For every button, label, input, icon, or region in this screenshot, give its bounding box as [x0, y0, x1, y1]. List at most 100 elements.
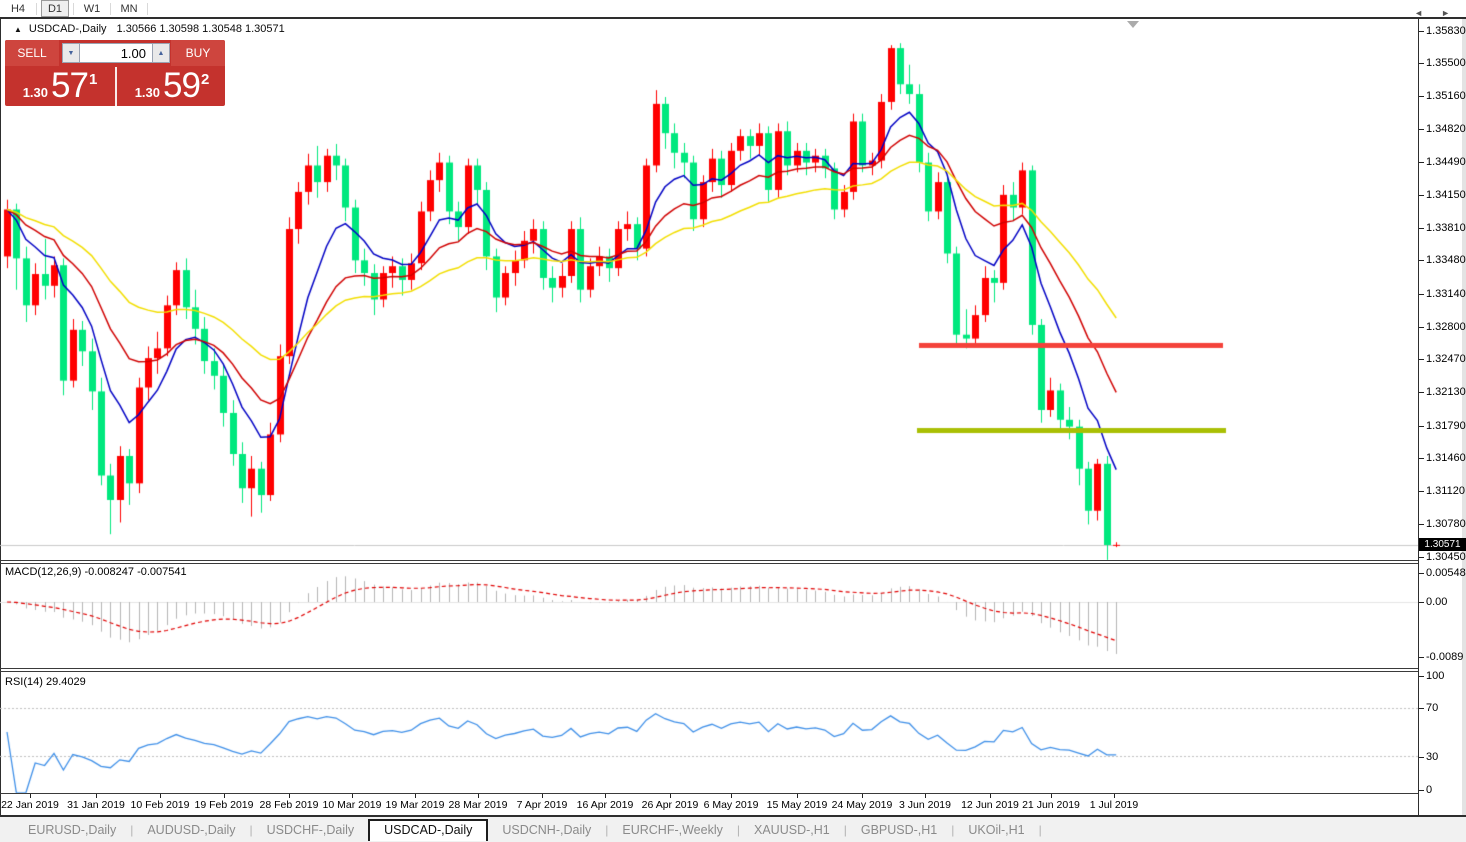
date-tick: [862, 794, 863, 798]
symbol-tab-xauusd[interactable]: XAUUSD-,H1: [754, 822, 830, 837]
date-label: 10 Mar 2019: [322, 799, 382, 811]
date-label: 21 Jun 2019: [1022, 799, 1080, 811]
price-tick-label: 1.32800: [1419, 320, 1466, 333]
date-label: 12 Jun 2019: [961, 799, 1019, 811]
date-label: 3 Jun 2019: [899, 799, 951, 811]
date-tick: [990, 794, 991, 798]
date-label: 19 Mar 2019: [385, 799, 445, 811]
date-tick: [289, 794, 290, 798]
date-tick: [160, 794, 161, 798]
timeframe-button-mn[interactable]: MN: [120, 2, 138, 15]
rsi-axis-label: 100: [1418, 670, 1445, 682]
date-tick: [224, 794, 225, 798]
rsi-axis-label: 30: [1418, 751, 1439, 763]
price-tick-label: 1.31460: [1419, 451, 1466, 464]
date-tick: [352, 794, 353, 798]
date-label: 10 Feb 2019: [130, 799, 190, 811]
price-tick-label: 1.33480: [1419, 254, 1466, 267]
tab-separator: |: [736, 822, 740, 837]
date-label: 1 Jul 2019: [1089, 799, 1139, 811]
buy-price-prefix: 1.30: [134, 85, 161, 100]
symbol-tab-usdcnh[interactable]: USDCNH-,Daily: [502, 822, 592, 837]
sell-price[interactable]: 1.30 57 1: [5, 67, 115, 105]
date-label: 19 Feb 2019: [194, 799, 254, 811]
date-axis-border: [0, 793, 1418, 794]
window-edge: [1462, 19, 1466, 815]
price-tick-label: 1.31120: [1419, 485, 1465, 498]
buy-price-main: 59: [163, 66, 201, 105]
timeframe-button-d1[interactable]: D1: [41, 0, 69, 17]
price-tick-label: 1.32470: [1419, 353, 1466, 366]
pane-separator[interactable]: [0, 560, 1418, 561]
pane-separator[interactable]: [0, 668, 1418, 669]
symbol-tab-usdchf[interactable]: USDCHF-,Daily: [266, 822, 355, 837]
tab-scroll-left-icon[interactable]: ◄: [1414, 7, 1424, 18]
symbol-tab-gbpusd[interactable]: GBPUSD-,H1: [860, 822, 938, 837]
price-tick-label: 1.34820: [1419, 123, 1466, 136]
macd-label: MACD(12,26,9) -0.008247 -0.007541: [5, 566, 187, 578]
date-label: 16 Apr 2019: [576, 799, 634, 811]
tab-scroll-right-icon[interactable]: ►: [1441, 7, 1450, 18]
timeframe-button-h4[interactable]: H4: [10, 2, 26, 15]
price-chart-canvas[interactable]: [0, 19, 1418, 794]
timeframe-button-w1[interactable]: W1: [83, 2, 101, 15]
sell-price-prefix: 1.30: [22, 85, 49, 100]
sell-price-pipette: 1: [88, 71, 98, 88]
toolbar-separator: [110, 2, 111, 15]
tab-separator: |: [951, 822, 955, 837]
date-label: 26 Apr 2019: [641, 799, 699, 811]
date-tick: [542, 794, 543, 798]
symbol-tabbar: EURUSD-,Daily | AUDUSD-,Daily | USDCHF-,Dail…: [0, 817, 1466, 842]
toolbar-separator: [36, 2, 37, 15]
chart-header: ▲ USDCAD-,Daily 1.30566 1.30598 1.30548 …: [14, 23, 285, 35]
price-tick-label: 1.32130: [1419, 386, 1466, 399]
price-tick-label: 1.35830: [1419, 24, 1466, 37]
date-tick: [925, 794, 926, 798]
price-tick-label: 1.33140: [1419, 287, 1466, 300]
macd-axis-label: -0.0089: [1418, 651, 1464, 663]
date-label: 15 May 2019: [766, 799, 828, 811]
pane-separator: [0, 671, 1418, 672]
price-tick-label: 1.30780: [1419, 518, 1466, 531]
chart-shift-icon[interactable]: [1127, 21, 1139, 28]
one-click-trade-panel: SELL BUY ▼ ▲ 1.30 57 1 1.30 59 2: [5, 40, 225, 106]
price-tick-label: 1.34490: [1419, 155, 1466, 168]
date-tick: [731, 794, 732, 798]
date-tick: [415, 794, 416, 798]
symbol-tab-eurusd[interactable]: EURUSD-,Daily: [28, 822, 117, 837]
date-tick: [797, 794, 798, 798]
sell-button[interactable]: SELL: [5, 40, 59, 66]
buy-price[interactable]: 1.30 59 2: [117, 67, 227, 105]
pane-separator: [0, 563, 1418, 564]
date-tick: [670, 794, 671, 798]
chart-frame-bottom-border: [0, 815, 1466, 817]
date-label: 7 Apr 2019: [516, 799, 568, 811]
rsi-axis-label: 70: [1418, 702, 1439, 714]
tab-scroll-controls: ◄ ►: [1414, 0, 1450, 25]
symbol-tab-usdcad[interactable]: USDCAD-,Daily: [368, 818, 489, 841]
volume-input[interactable]: [80, 43, 152, 63]
chart-title: USDCAD-,Daily: [28, 23, 107, 35]
date-label: 24 May 2019: [831, 799, 893, 811]
chart-frame-top-border: [0, 17, 1466, 19]
current-price-badge: 1.30571: [1419, 538, 1466, 552]
symbol-tab-ukoil[interactable]: UKOil-,H1: [968, 822, 1025, 837]
date-tick: [30, 794, 31, 798]
toolbar-separator: [147, 2, 148, 15]
volume-increase-button[interactable]: ▲: [152, 43, 170, 63]
date-label: 31 Jan 2019: [67, 799, 125, 811]
one-click-collapse-icon[interactable]: ▲: [14, 24, 22, 34]
date-label: 28 Feb 2019: [259, 799, 319, 811]
price-tick-label: 1.35160: [1419, 90, 1466, 103]
date-tick: [605, 794, 606, 798]
volume-decrease-button[interactable]: ▼: [62, 43, 80, 63]
date-label: 6 May 2019: [703, 799, 759, 811]
tab-separator: |: [1038, 822, 1042, 837]
symbol-tab-eurchf[interactable]: EURCHF-,Weekly: [622, 822, 723, 837]
symbol-tab-audusd[interactable]: AUDUSD-,Daily: [147, 822, 236, 837]
date-label: 28 Mar 2019: [448, 799, 508, 811]
buy-button[interactable]: BUY: [171, 40, 225, 66]
price-axis-border: [1418, 19, 1419, 815]
price-tick-label: 1.33810: [1419, 222, 1466, 235]
